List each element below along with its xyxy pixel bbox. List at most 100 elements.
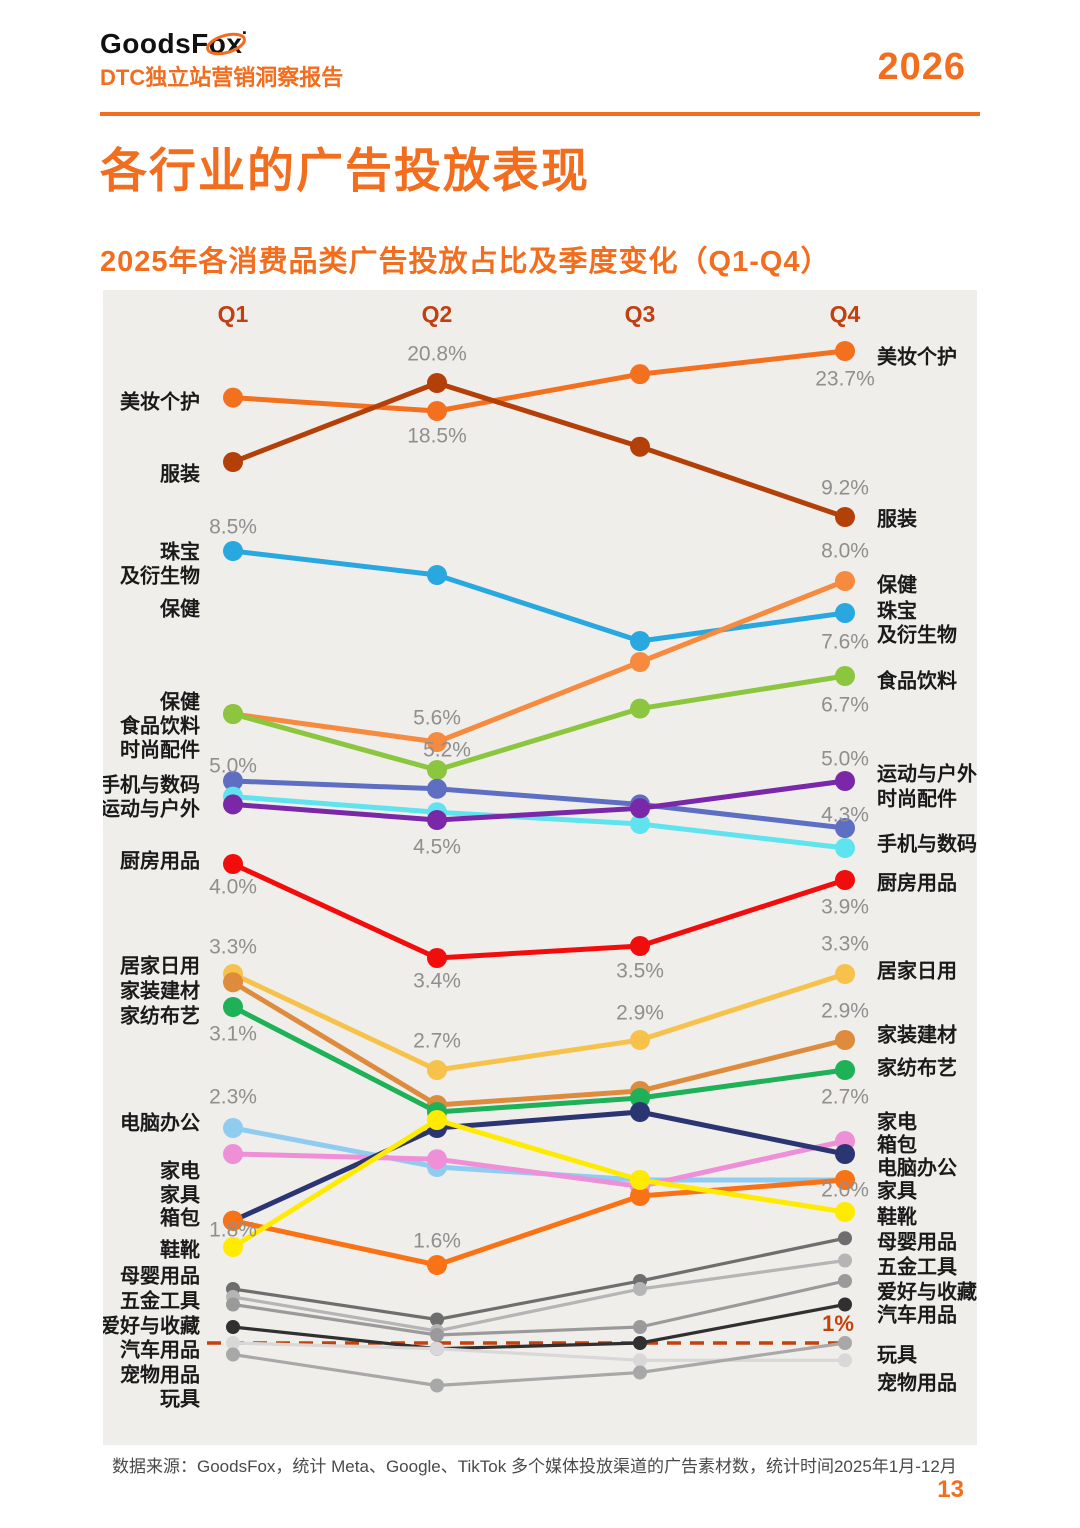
series-point — [630, 1030, 650, 1050]
series-5: 5.0% 4.3% — [209, 755, 869, 838]
right-category-label-23: 宠物用品 — [877, 1370, 957, 1394]
series-point — [633, 1336, 647, 1350]
series-point — [427, 373, 447, 393]
series-point — [223, 854, 243, 874]
value-label: 5.0% — [209, 755, 257, 778]
series-17 — [226, 1231, 852, 1327]
series-line — [231, 1302, 847, 1351]
value-label: 3.9% — [821, 896, 869, 919]
series-21 — [226, 1336, 852, 1368]
left-category-label-16: 家具 — [160, 1182, 200, 1206]
right-category-label-7: 时尚配件 — [877, 786, 957, 810]
right-category-label-19: 五金工具 — [877, 1254, 957, 1278]
left-category-label-17: 箱包 — [160, 1205, 200, 1229]
series-point — [427, 1110, 447, 1130]
series-point — [835, 1030, 855, 1050]
right-category-label-3: 珠宝 — [877, 598, 917, 622]
value-label: 3.5% — [616, 960, 664, 983]
series-16: 1.8% 2.0% — [209, 1110, 869, 1257]
left-category-label-23: 宠物用品 — [120, 1362, 200, 1386]
series-line — [231, 1341, 847, 1362]
series-point — [835, 507, 855, 527]
right-category-label-18: 母婴用品 — [877, 1230, 957, 1253]
left-category-label-13: 家纺布艺 — [120, 1003, 200, 1027]
quarterly-share-line-chart: Q1 Q2 Q3 Q41%18.5%23.7%20.8%9.2%8.5%7.6%5.6… — [103, 301, 977, 1410]
left-category-label-10: 厨房用品 — [120, 848, 200, 872]
x-axis-label-q2: Q2 — [422, 301, 453, 327]
series-point — [427, 760, 447, 780]
series-14 — [223, 1102, 855, 1231]
series-line — [230, 979, 848, 1108]
value-label: 3.3% — [209, 936, 257, 959]
series-point — [427, 1060, 447, 1080]
right-category-label-14: 箱包 — [877, 1132, 917, 1156]
series-10: 2.9% — [223, 972, 869, 1115]
series-point — [838, 1231, 852, 1246]
right-category-label-6: 运动与户外 — [877, 761, 977, 785]
right-category-label-16: 家具 — [877, 1178, 917, 1202]
series-point — [633, 1282, 647, 1296]
series-point — [223, 452, 243, 472]
series-point — [226, 1297, 240, 1312]
left-category-label-7: 时尚配件 — [120, 737, 200, 761]
value-label: 2.7% — [413, 1030, 461, 1053]
series-line — [230, 578, 848, 745]
trademark-icon: ▪ — [242, 27, 247, 39]
series-point — [630, 652, 650, 672]
left-category-label-6: 食品饮料 — [120, 713, 200, 737]
value-label: 3.1% — [209, 1023, 257, 1046]
right-category-label-10: 居家日用 — [877, 958, 957, 982]
series-point — [835, 818, 855, 838]
series-point — [427, 810, 447, 830]
value-label: 2.7% — [821, 1086, 869, 1109]
series-point — [630, 436, 650, 457]
report-subtitle: DTC独立站营销洞察报告 — [100, 65, 344, 90]
series-point — [835, 666, 855, 686]
series-line — [230, 861, 848, 961]
series-point — [223, 1237, 243, 1257]
left-category-label-19: 母婴用品 — [120, 1264, 200, 1287]
left-category-label-4: 保健 — [159, 596, 200, 620]
page-title: 各行业的广告投放表现 — [100, 144, 590, 197]
left-category-label-15: 家电 — [160, 1158, 200, 1182]
goodsfox-logo: GoodsFox ▪ — [100, 28, 247, 60]
series-line — [230, 778, 848, 823]
value-label: 8.5% — [209, 516, 257, 539]
series-7: 4.5% 5.0% — [223, 748, 869, 859]
series-line — [230, 380, 848, 520]
page-number: 13 — [937, 1476, 964, 1503]
x-axis-label-q1: Q1 — [218, 301, 249, 327]
series-point — [427, 401, 447, 421]
left-category-label-22: 汽车用品 — [120, 1337, 200, 1361]
value-label: 1.8% — [209, 1219, 257, 1242]
series-point — [430, 1312, 444, 1327]
series-point — [430, 1328, 444, 1342]
value-label: 6.7% — [821, 694, 869, 717]
series-8: 4.0% 3.4% 3.5% 3.9% — [209, 854, 869, 993]
series-line — [230, 1117, 848, 1250]
x-axis-label-q3: Q3 — [625, 301, 656, 327]
series-22 — [226, 1336, 852, 1393]
value-label: 2.9% — [821, 1000, 869, 1023]
left-category-label-12: 家装建材 — [120, 978, 200, 1002]
series-point — [226, 1336, 240, 1350]
value-label: 5.0% — [821, 748, 869, 771]
series-line — [231, 1341, 847, 1388]
right-category-label-8: 手机与数码 — [877, 831, 977, 855]
series-4: 5.2% 6.7% — [223, 666, 869, 780]
left-category-label-11: 居家日用 — [120, 953, 200, 977]
right-category-label-5: 食品饮料 — [877, 668, 957, 692]
right-category-label-17: 鞋靴 — [877, 1204, 917, 1228]
series-line — [230, 673, 848, 773]
series-line — [230, 548, 848, 644]
left-category-label-8: 手机与数码 — [103, 772, 200, 796]
logo-text-left: GoodsF — [100, 28, 209, 59]
value-label: 3.3% — [821, 933, 869, 956]
series-point — [226, 1347, 240, 1362]
series-point — [630, 936, 650, 956]
series-line — [231, 1279, 847, 1337]
right-category-label-12: 家纺布艺 — [877, 1055, 957, 1079]
series-point — [630, 1170, 650, 1190]
right-category-label-4: 及衍生物 — [877, 622, 957, 646]
